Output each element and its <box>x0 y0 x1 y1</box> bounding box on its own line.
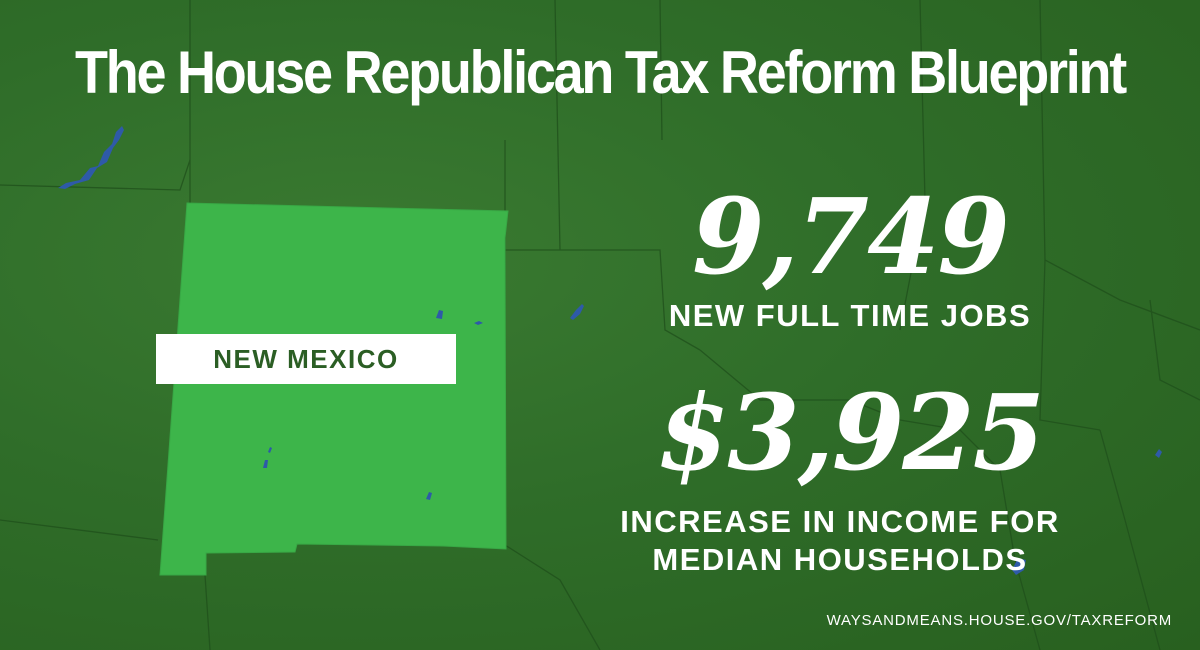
lake-shape <box>436 310 443 319</box>
income-stat-caption-line1: INCREASE IN INCOME FOR <box>620 504 1060 539</box>
state-border-line <box>1039 0 1200 331</box>
page-title: The House Republican Tax Reform Blueprin… <box>75 39 1127 106</box>
state-border-line <box>0 519 159 541</box>
state-border-line <box>554 0 561 251</box>
state-border-line <box>1099 429 1161 650</box>
lake-shape <box>426 492 432 500</box>
state-border-line <box>899 0 926 331</box>
new-mexico-state-shape <box>159 202 509 576</box>
state-label-box: NEW MEXICO <box>156 334 456 384</box>
lake-shape <box>570 304 584 320</box>
lake-shape <box>1155 449 1162 458</box>
state-border-line <box>560 249 701 351</box>
lake-shape <box>263 460 268 468</box>
lake-shape <box>474 321 483 325</box>
state-border-line <box>699 349 1041 650</box>
lake-shape <box>1012 558 1026 575</box>
lake-shape <box>268 447 272 453</box>
jobs-stat-value: 9,749 <box>692 175 1010 298</box>
state-label: NEW MEXICO <box>213 343 399 374</box>
state-border-line <box>204 574 211 650</box>
state-border-line <box>1149 299 1200 401</box>
state-border-line <box>659 0 663 141</box>
state-border-line <box>504 544 601 650</box>
lake-shape <box>845 418 856 430</box>
state-border-line <box>0 159 191 191</box>
lake-shape <box>58 126 124 189</box>
income-stat-value: $3,925 <box>656 371 1045 494</box>
income-stat-caption-line2: MEDIAN HOUSEHOLDS <box>652 542 1028 577</box>
jobs-stat-caption: NEW FULL TIME JOBS <box>668 298 1032 333</box>
state-border-line <box>1039 259 1101 431</box>
footer-url[interactable]: WAYSANDMEANS.HOUSE.GOV/TAXREFORM <box>826 612 1172 629</box>
state-border-line <box>504 140 560 251</box>
